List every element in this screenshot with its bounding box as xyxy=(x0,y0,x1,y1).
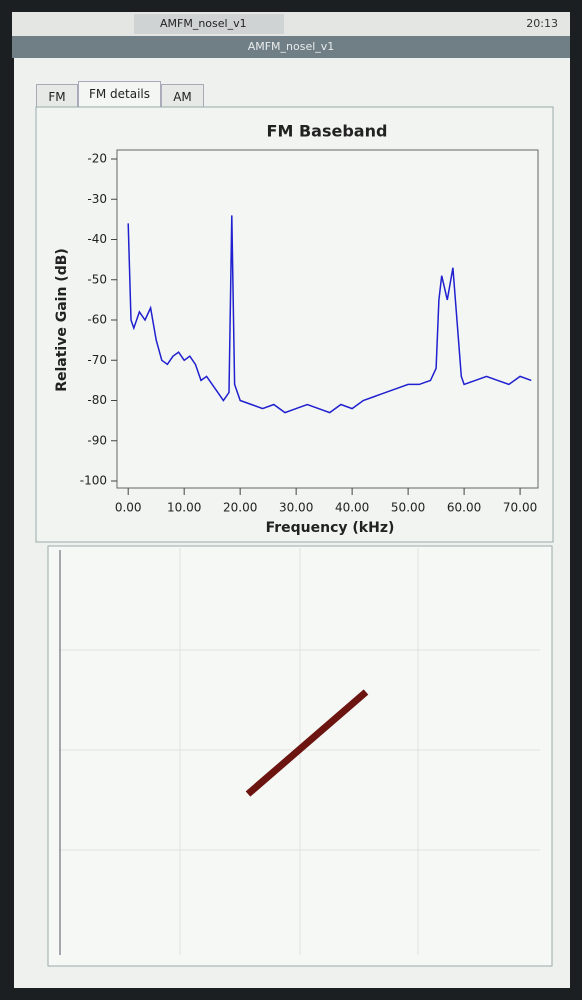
y-tick-label: -40 xyxy=(87,232,107,246)
x-tick-label: 30.00 xyxy=(279,501,313,515)
x-tick-label: 70.00 xyxy=(503,501,537,515)
x-tick-label: 60.00 xyxy=(447,501,481,515)
y-tick-label: -100 xyxy=(80,474,107,488)
x-axis-label: Frequency (kHz) xyxy=(266,520,395,536)
tab[interactable]: AM xyxy=(161,84,204,108)
x-tick-label: 10.00 xyxy=(167,501,201,515)
y-axis-label: Relative Gain (dB) xyxy=(54,248,70,392)
chart-title: FM Baseband xyxy=(267,122,388,141)
plot-frame xyxy=(116,149,539,489)
y-tick-label: -20 xyxy=(87,152,107,166)
y-tick-label: -70 xyxy=(87,353,107,367)
y-tick-label: -50 xyxy=(87,272,107,286)
spectrum-line xyxy=(127,215,532,414)
taskbar: AMFM_nosel_v1 20:13 xyxy=(12,12,570,36)
window-button[interactable]: AMFM_nosel_v1 xyxy=(134,14,284,34)
y-tick-label: -90 xyxy=(87,433,107,447)
clock: 20:13 xyxy=(526,17,558,30)
x-tick-label: 50.00 xyxy=(391,501,425,515)
tab[interactable]: FM details xyxy=(78,81,161,108)
x-tick-label: 20.00 xyxy=(223,501,257,515)
y-tick-label: -60 xyxy=(87,313,107,327)
window-title: AMFM_nosel_v1 xyxy=(12,36,570,58)
y-tick-label: -80 xyxy=(87,393,107,407)
x-tick-label: 0.00 xyxy=(115,501,142,515)
x-tick-label: 40.00 xyxy=(335,501,369,515)
xy-trace xyxy=(245,689,369,797)
tab[interactable]: FM xyxy=(36,84,78,108)
y-tick-label: -30 xyxy=(87,192,107,206)
